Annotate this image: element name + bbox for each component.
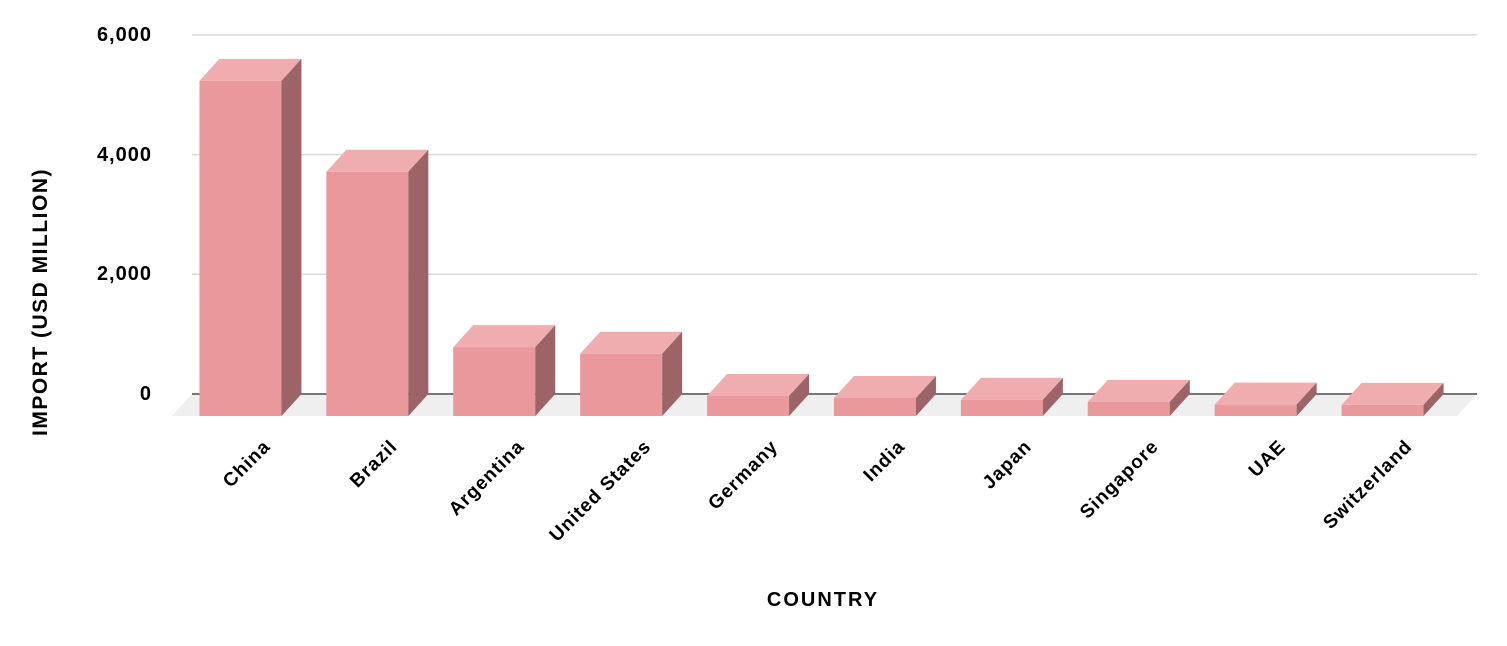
bar-front-face [833, 398, 916, 416]
bar-top-face [707, 373, 810, 396]
y-tick-label-0: 0 [139, 383, 152, 405]
bar-side-face [662, 331, 683, 416]
bar-top-face [580, 331, 683, 354]
bar-top-face [1087, 379, 1190, 402]
bar-side-face [1042, 377, 1063, 416]
bar-top-face [199, 58, 302, 81]
bar-side-face [1169, 379, 1190, 416]
bar-united-states [580, 331, 683, 416]
x-axis-title: COUNTRY [766, 589, 880, 611]
bar-india [833, 376, 936, 416]
bar-uae [1214, 382, 1317, 416]
bar-front-face [1214, 404, 1297, 416]
bar-top-face [453, 325, 556, 348]
y-tick-label-6000: 6,000 [96, 23, 152, 46]
bar-front-face [1341, 404, 1424, 416]
bar-side-face [1423, 382, 1444, 416]
bar-front-face [453, 347, 536, 416]
bar-japan [960, 377, 1063, 416]
bar-side-face [789, 373, 810, 416]
bar-singapore [1087, 379, 1190, 416]
bar-side-face [535, 325, 556, 416]
y-tick-label-4000: 4,000 [96, 143, 152, 166]
bar-germany [707, 373, 810, 416]
bar-front-face [960, 399, 1043, 416]
y-axis-title: IMPORT (USD MILLION) [29, 168, 52, 436]
bar-top-face [833, 376, 936, 399]
bar-china [199, 58, 302, 417]
bar-front-face [199, 80, 282, 416]
bar-top-face [326, 149, 429, 172]
bar-top-face [960, 377, 1063, 400]
bar-front-face [707, 395, 790, 416]
bar-top-face [1341, 382, 1444, 405]
bar-side-face [408, 149, 429, 416]
y-tick-label-2000: 2,000 [96, 263, 152, 286]
bar-front-face [580, 353, 663, 416]
bar-front-face [1087, 401, 1170, 416]
bar-side-face [281, 58, 302, 417]
bar-front-face [326, 171, 409, 416]
bar-side-face [1296, 382, 1317, 416]
bar-brazil [326, 149, 429, 416]
bar-side-face [915, 376, 936, 416]
bar-top-face [1214, 382, 1317, 405]
bar-switzerland [1341, 382, 1444, 416]
bar-argentina [453, 325, 556, 416]
